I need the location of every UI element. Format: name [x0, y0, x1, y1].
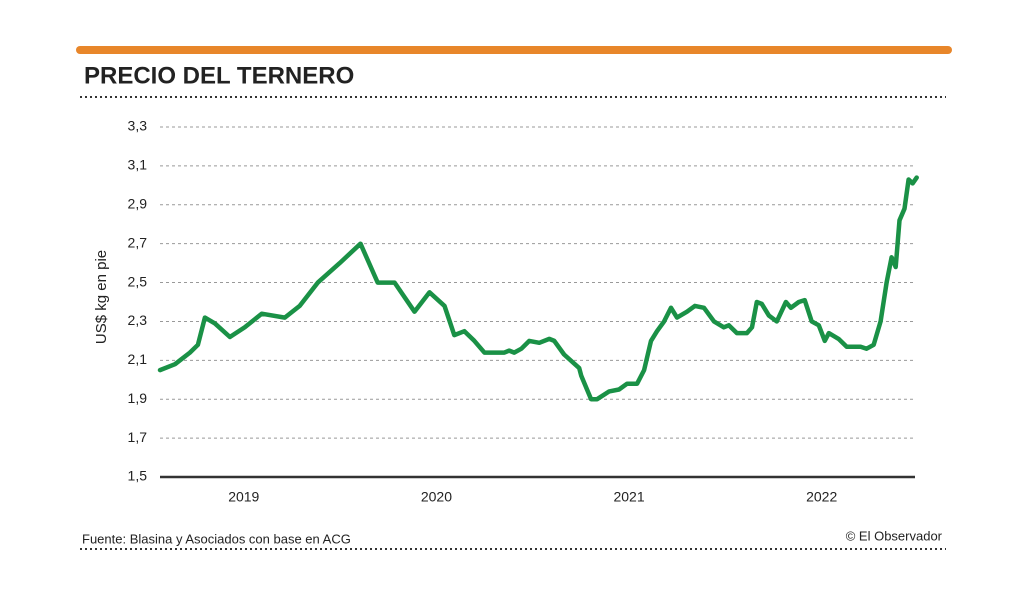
y-tick-label: 2,7 — [128, 234, 148, 250]
y-axis-label: US$ kg en pie — [93, 250, 110, 344]
y-tick-label: 2,3 — [128, 312, 148, 328]
x-tick-label: 2019 — [228, 489, 259, 505]
y-tick-label: 2,1 — [128, 351, 148, 367]
source: Fuente: Blasina y Asociados con base en … — [82, 531, 351, 546]
chart-title: PRECIO DEL TERNERO — [84, 62, 354, 89]
y-tick-label: 2,5 — [128, 273, 148, 289]
credit: © El Observador — [846, 528, 943, 543]
x-tick-label: 2022 — [806, 489, 837, 505]
x-tick-label: 2020 — [421, 489, 452, 505]
y-tick-label: 3,3 — [128, 118, 148, 134]
y-tick-label: 3,1 — [128, 157, 148, 173]
y-tick-label: 1,9 — [128, 390, 148, 406]
x-tick-label: 2021 — [613, 489, 644, 505]
y-tick-label: 1,7 — [128, 429, 148, 445]
header-bar — [76, 46, 952, 54]
y-tick-label: 2,9 — [128, 195, 148, 211]
line — [157, 175, 919, 402]
y-tick-label: 1,5 — [128, 468, 148, 484]
